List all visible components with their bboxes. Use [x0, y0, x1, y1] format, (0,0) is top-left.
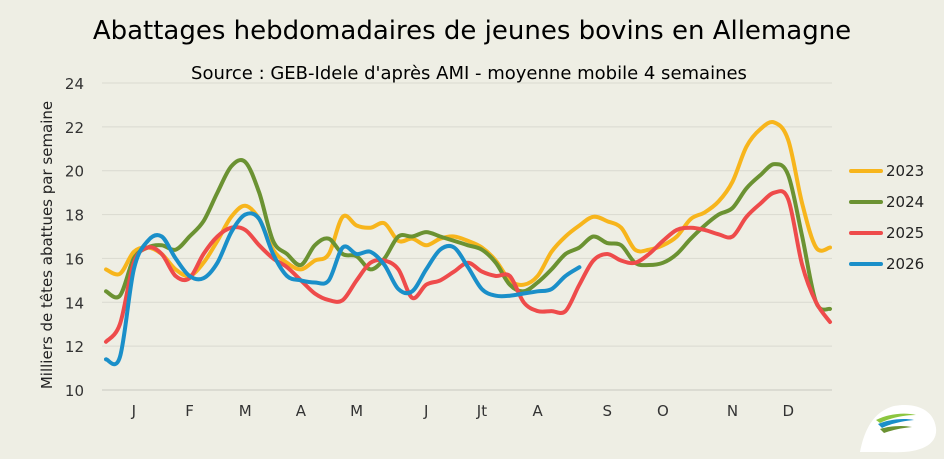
x-tick-label: J	[131, 402, 136, 420]
y-axis-label: Milliers de têtes abattues par semaine	[38, 101, 56, 389]
idele-logo	[858, 402, 938, 454]
y-tick-label: 20	[65, 163, 84, 181]
chart-title: Abattages hebdomadaires de jeunes bovins…	[93, 16, 851, 46]
x-tick-label: J	[423, 402, 428, 420]
series-lines	[104, 120, 832, 367]
series-line-2026	[104, 211, 582, 367]
legend: 2023 2024 2025 2026	[849, 162, 924, 273]
x-tick-label: A	[296, 402, 307, 420]
x-tick-label: D	[782, 402, 794, 420]
legend-label-2026: 2026	[886, 255, 924, 273]
legend-label-2023: 2023	[886, 162, 924, 180]
y-tick-label: 16	[65, 250, 84, 268]
grid	[102, 82, 832, 391]
legend-label-2024: 2024	[886, 193, 924, 211]
x-tick-label: F	[185, 402, 194, 420]
legend-label-2025: 2025	[886, 224, 924, 242]
series-line-2025	[104, 189, 832, 344]
y-tick-label: 22	[65, 119, 84, 137]
y-ticks: 10 12 14 16 18 20 22 24	[65, 75, 84, 400]
x-ticks: J F M A M J Jt A S O N D	[131, 402, 794, 420]
x-tick-label: M	[239, 402, 252, 420]
series-line-2024	[104, 158, 832, 312]
x-tick-label: N	[727, 402, 738, 420]
chart-subtitle: Source : GEB-Idele d'après AMI - moyenne…	[191, 63, 747, 84]
x-tick-label: O	[657, 402, 669, 420]
y-tick-label: 18	[65, 207, 84, 225]
y-tick-label: 10	[65, 382, 84, 400]
y-tick-label: 24	[65, 75, 84, 93]
y-tick-label: 12	[65, 338, 84, 356]
x-tick-label: Jt	[476, 402, 487, 420]
x-tick-label: A	[532, 402, 543, 420]
x-tick-label: S	[602, 402, 612, 420]
y-tick-label: 14	[65, 294, 84, 312]
x-tick-label: M	[350, 402, 363, 420]
series-line-2023	[104, 120, 832, 287]
